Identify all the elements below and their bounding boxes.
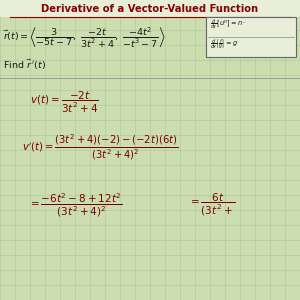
Text: $\frac{d}{dx}\!\left[\frac{f}{g}\right] = g$: $\frac{d}{dx}\!\left[\frac{f}{g}\right] … xyxy=(210,38,239,52)
Text: $\frac{d}{dx}[u^n] = n\cdot$: $\frac{d}{dx}[u^n] = n\cdot$ xyxy=(210,18,246,32)
Text: $= \dfrac{6t}{(3t^2+}$: $= \dfrac{6t}{(3t^2+}$ xyxy=(188,192,236,218)
Text: Derivative of a Vector-Valued Function: Derivative of a Vector-Valued Function xyxy=(41,4,259,14)
Text: Find $\vec{r}\,'(t)$: Find $\vec{r}\,'(t)$ xyxy=(3,58,46,72)
Text: $v(t) = \dfrac{-2t}{3t^2+4}$: $v(t) = \dfrac{-2t}{3t^2+4}$ xyxy=(30,89,99,115)
Bar xyxy=(0,0,300,17)
Text: $\vec{r}(t) = \left\langle \dfrac{3}{-5t-7},\ \dfrac{-2t}{3t^2+4},\ \dfrac{-4t^2: $\vec{r}(t) = \left\langle \dfrac{3}{-5t… xyxy=(3,25,166,49)
Text: $= \dfrac{-6t^2 - 8 + 12t^2}{(3t^2+4)^2}$: $= \dfrac{-6t^2 - 8 + 12t^2}{(3t^2+4)^2}… xyxy=(28,191,123,219)
Text: $v'(t) = \dfrac{(3t^2+4)(-2) - (-2t)(6t)}{(3t^2+4)^2}$: $v'(t) = \dfrac{(3t^2+4)(-2) - (-2t)(6t)… xyxy=(22,132,178,162)
FancyBboxPatch shape xyxy=(206,17,296,57)
